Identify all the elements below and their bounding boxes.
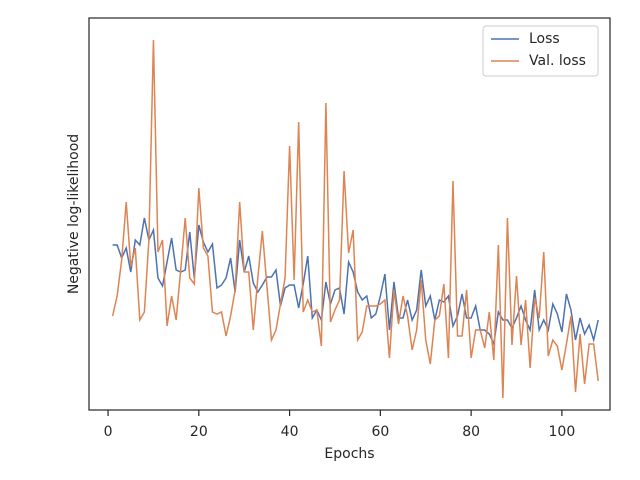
y-axis-label: Negative log-likelihood (66, 134, 82, 294)
x-tick-label: 40 (281, 424, 299, 440)
x-tick-label: 0 (104, 424, 113, 440)
x-tick-label: 20 (190, 424, 208, 440)
x-tick-label: 100 (549, 424, 576, 440)
x-tick-label: 60 (371, 424, 389, 440)
series-line (111, 39, 599, 399)
legend-label: Loss (529, 31, 560, 47)
plot-frame (88, 17, 611, 411)
x-axis-label: Epochs (324, 446, 374, 462)
legend-label: Val. loss (529, 53, 586, 69)
x-tick-label: 80 (462, 424, 480, 440)
